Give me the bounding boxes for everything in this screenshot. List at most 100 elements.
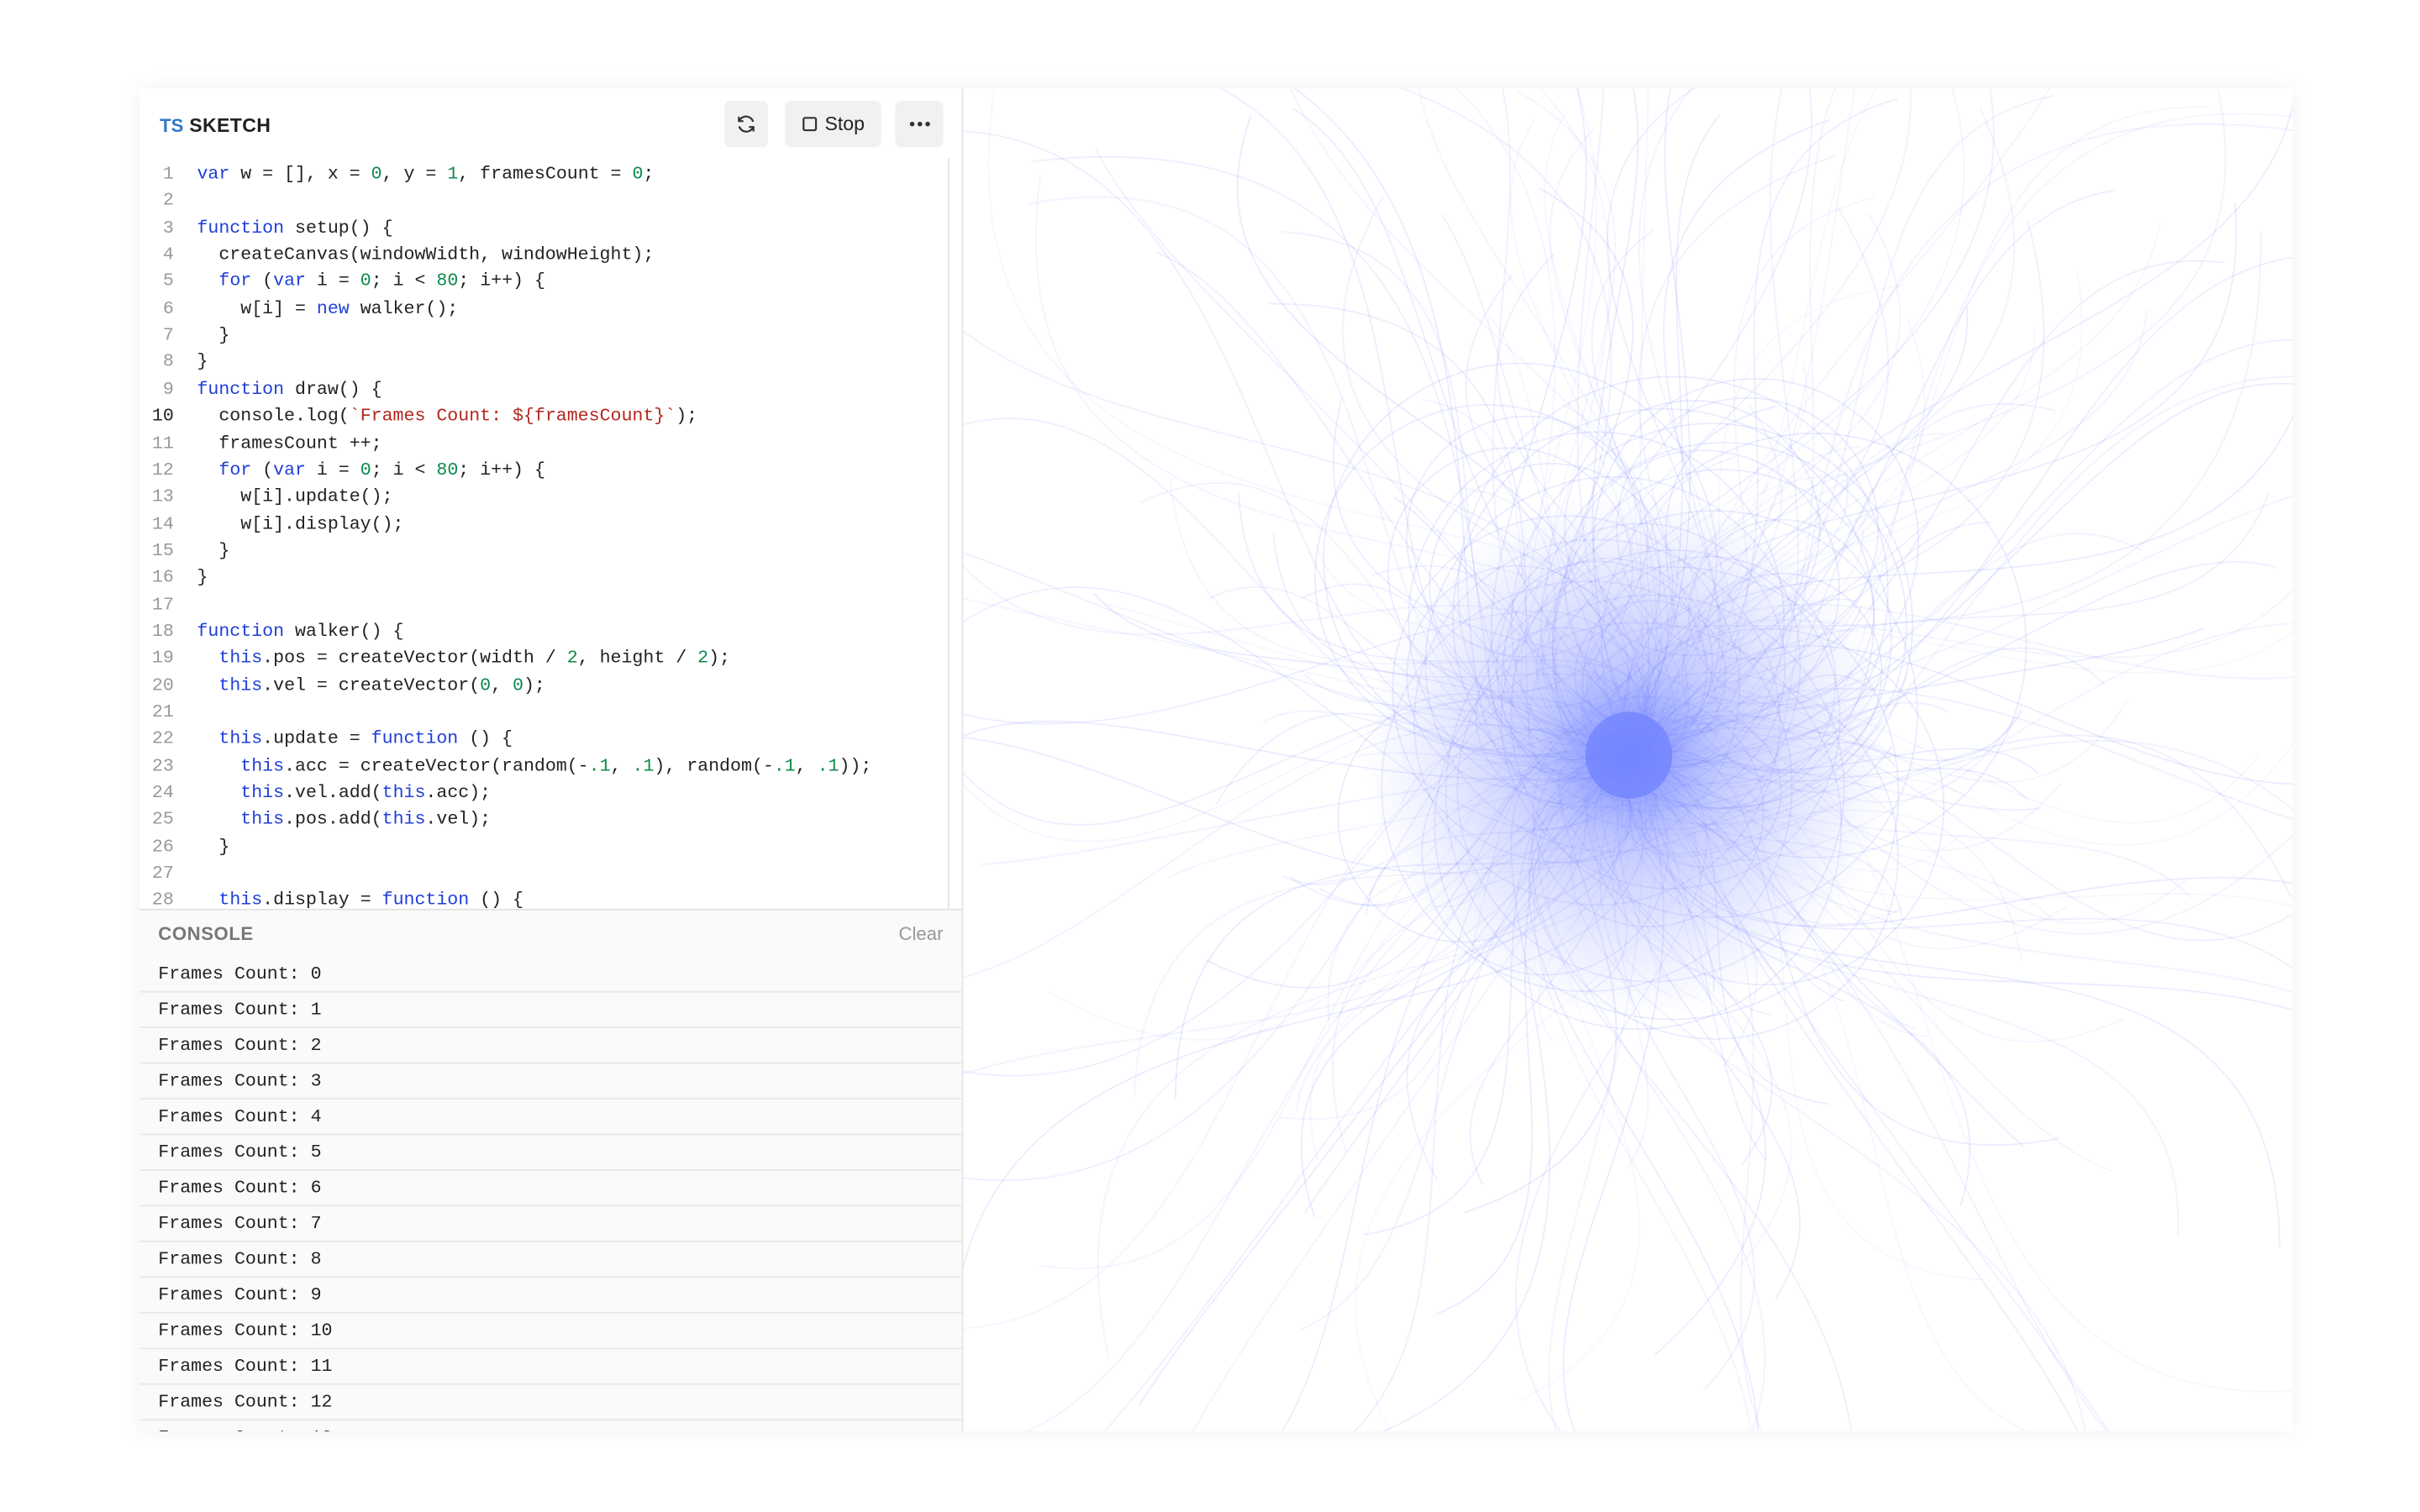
line-number: 2: [162, 189, 174, 212]
line-number: 20: [151, 674, 174, 696]
console-row: Frames Count: 6: [139, 1169, 962, 1207]
line-number: 3: [162, 216, 174, 239]
refresh-button[interactable]: [724, 101, 768, 148]
console-row: Frames Count: 11: [139, 1347, 962, 1385]
ts-badge: TS: [160, 114, 184, 137]
code-line: function draw() {: [197, 378, 382, 400]
console-row: Frames Count: 9: [139, 1276, 962, 1314]
console-text: Frames Count: 2: [158, 1034, 322, 1057]
code-line: }: [197, 351, 208, 373]
console-row: Frames Count: 10: [139, 1312, 962, 1350]
code-line: w[i].update();: [197, 486, 393, 508]
line-number: 13: [151, 486, 174, 508]
code-line: this.display = function () {: [218, 889, 523, 909]
code-line: for (var i = 0; i < 80; i++) {: [218, 459, 545, 481]
line-number: 28: [151, 889, 174, 909]
line-number: 15: [151, 539, 174, 562]
code-line: var w = [], x = 0, y = 1, framesCount = …: [197, 162, 655, 185]
line-number: 7: [162, 324, 174, 346]
line-number: 27: [151, 862, 174, 885]
code-line: w[i] = new walker();: [197, 297, 459, 319]
console-row: Frames Count: 0: [139, 955, 962, 993]
line-number: 10: [151, 405, 174, 427]
line-number: 5: [162, 270, 174, 292]
code-line: this.vel = createVector(0, 0);: [218, 674, 545, 696]
clear-button[interactable]: Clear: [898, 922, 944, 945]
line-number: 26: [151, 835, 174, 858]
code-line: this.update = function () {: [218, 727, 513, 750]
refresh-icon: [738, 115, 755, 133]
console-text: Frames Count: 9: [158, 1284, 322, 1306]
header: TS SKETCH Stop: [139, 88, 961, 160]
more-button[interactable]: [895, 101, 944, 148]
console-row: Frames Count: 5: [139, 1134, 962, 1171]
code-line: }: [197, 566, 208, 589]
console-text: Frames Count: 13: [158, 1426, 332, 1431]
left-panel: TS SKETCH Stop 1 var w = [], x = 0, y = 1…: [139, 88, 964, 1432]
code-editor[interactable]: 1 var w = [], x = 0, y = 1, framesCount =…: [139, 158, 946, 909]
editor-card: TS SKETCH Stop 1 var w = [], x = 0, y = 1…: [139, 88, 2293, 1432]
code-line: console.log(`Frames Count: ${framesCount…: [197, 405, 698, 427]
line-number: 24: [151, 781, 174, 804]
sketch-canvas: [963, 88, 2293, 1432]
line-number: 6: [162, 297, 174, 319]
line-number: 17: [151, 593, 174, 616]
console-row: Frames Count: 3: [139, 1063, 962, 1100]
console-row: Frames Count: 13: [139, 1419, 961, 1431]
line-number: 18: [151, 620, 174, 643]
line-number: 12: [151, 459, 174, 481]
code-line: this.vel.add(this.acc);: [240, 781, 492, 804]
line-number: 22: [151, 727, 174, 750]
console: CONSOLE Clear Frames Count: 0 Frames Coun…: [139, 908, 962, 1432]
code-line: framesCount ++;: [197, 432, 382, 454]
console-title: CONSOLE: [158, 922, 254, 945]
line-number: 19: [151, 647, 174, 669]
console-text: Frames Count: 1: [158, 998, 322, 1021]
code-line: this.acc = createVector(random(-.1, .1),…: [240, 754, 872, 777]
console-text: Frames Count: 4: [158, 1105, 322, 1128]
code-line: function walker() {: [197, 620, 404, 643]
code-line: }: [197, 539, 230, 562]
console-text: Frames Count: 5: [158, 1141, 322, 1163]
console-text: Frames Count: 11: [158, 1355, 333, 1378]
code-line: this.pos.add(this.vel);: [240, 808, 492, 831]
line-number: 1: [162, 162, 174, 185]
stop-label: Stop: [824, 113, 865, 135]
console-text: Frames Count: 8: [158, 1248, 322, 1271]
stop-button[interactable]: Stop: [785, 101, 881, 148]
center-core: [1585, 711, 1673, 799]
console-text: Frames Count: 3: [158, 1069, 322, 1092]
line-number: 25: [151, 808, 174, 831]
line-number: 21: [151, 701, 174, 723]
more-icon: [908, 121, 929, 127]
stop-icon: [802, 117, 817, 132]
code-line: }: [197, 324, 230, 346]
sketch-title: SKETCH: [189, 114, 271, 137]
code-line: createCanvas(windowWidth, windowHeight);: [197, 243, 655, 265]
console-row: Frames Count: 8: [139, 1241, 962, 1278]
scrollbar: [948, 158, 950, 909]
console-text: Frames Count: 10: [158, 1320, 333, 1341]
console-text: Frames Count: 0: [158, 963, 322, 985]
code-line: function setup() {: [197, 216, 393, 239]
code-line: for (var i = 0; i < 80; i++) {: [218, 270, 545, 292]
code-line: }: [197, 835, 230, 858]
code-line: w[i].display();: [197, 512, 404, 535]
console-row: Frames Count: 4: [139, 1098, 962, 1136]
line-number: 23: [151, 754, 174, 777]
code-line: this.pos = createVector(width / 2, heigh…: [218, 647, 730, 669]
console-row: Frames Count: 1: [139, 991, 962, 1029]
console-text: Frames Count: 7: [158, 1212, 322, 1235]
line-number: 4: [162, 243, 174, 265]
line-number: 16: [151, 566, 174, 589]
console-text: Frames Count: 12: [158, 1391, 333, 1413]
line-number: 14: [151, 512, 174, 535]
line-number: 11: [151, 432, 174, 454]
console-row: Frames Count: 12: [139, 1383, 962, 1421]
line-number: 9: [162, 378, 174, 400]
console-text: Frames Count: 6: [158, 1177, 322, 1200]
console-row: Frames Count: 7: [139, 1205, 962, 1242]
console-row: Frames Count: 2: [139, 1026, 962, 1064]
